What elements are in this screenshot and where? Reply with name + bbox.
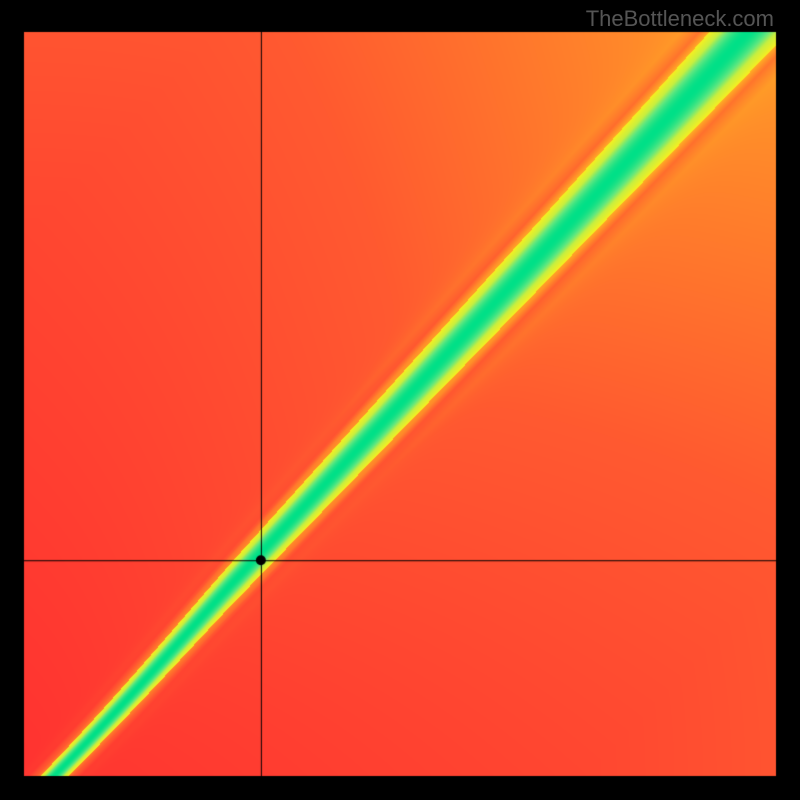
watermark-text: TheBottleneck.com: [586, 6, 774, 32]
chart-container: TheBottleneck.com: [0, 0, 800, 800]
heatmap-canvas: [0, 0, 800, 800]
